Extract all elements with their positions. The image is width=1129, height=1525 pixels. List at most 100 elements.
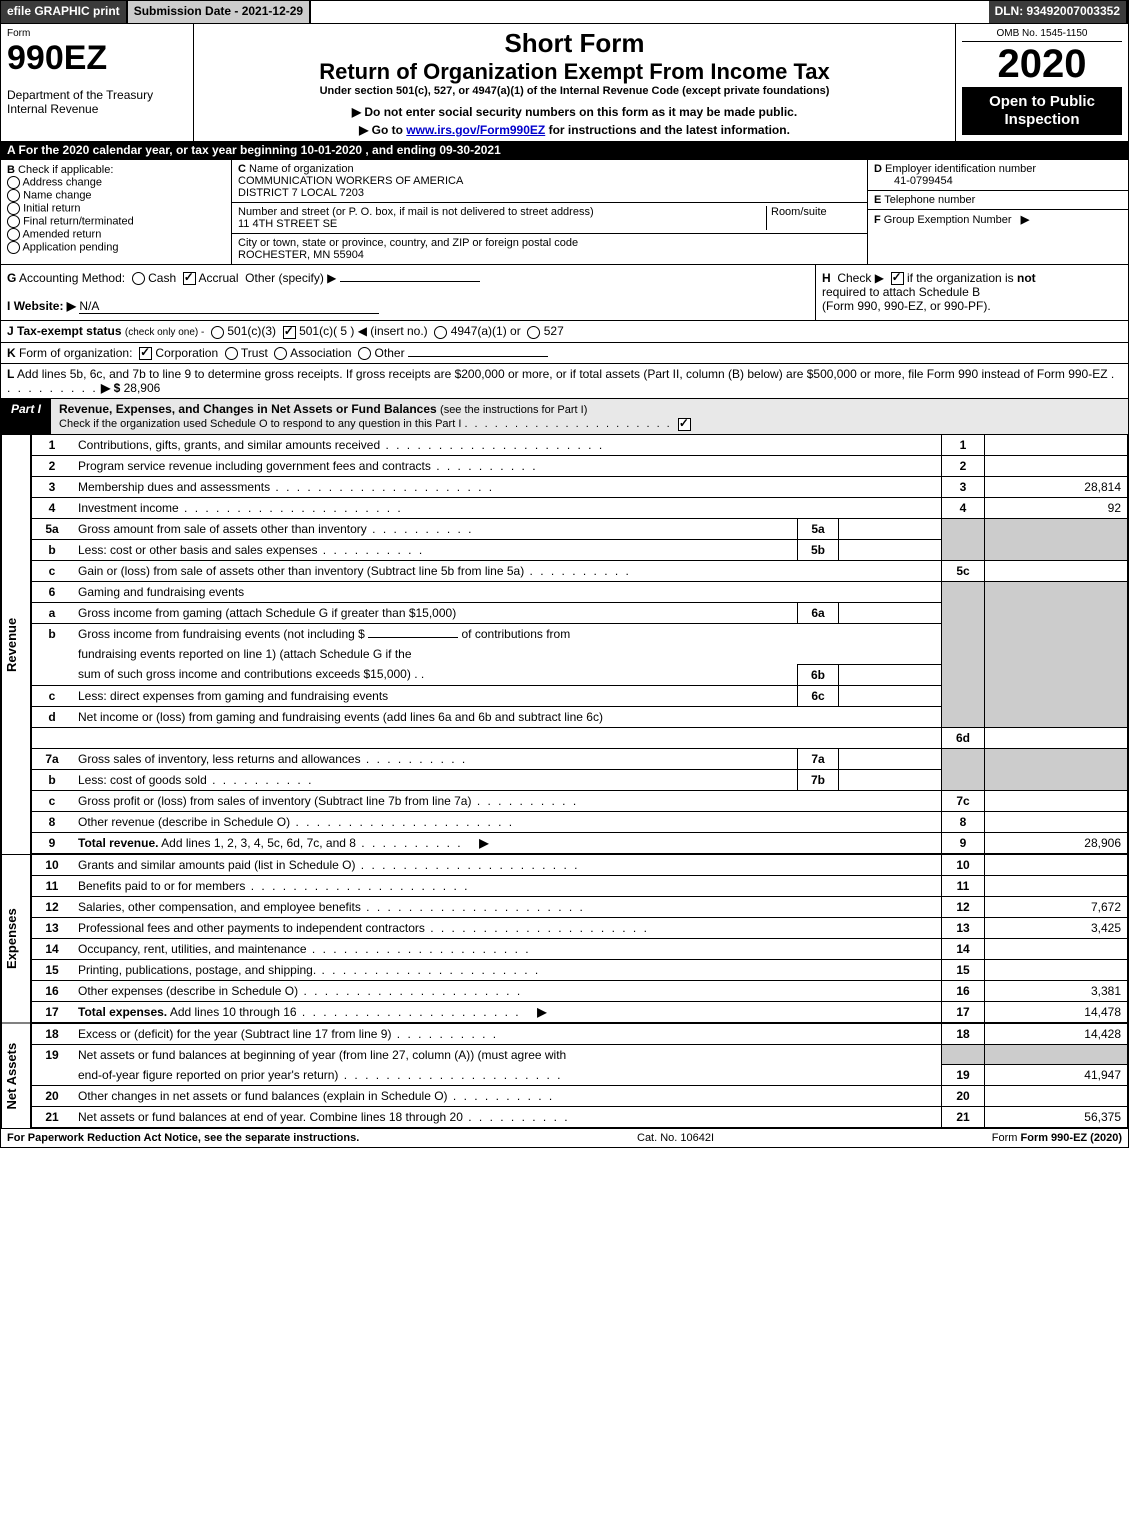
line-6d-rnum: 6d xyxy=(942,727,985,748)
submission-date: Submission Date - 2021-12-29 xyxy=(128,1,311,23)
line-5c-num: c xyxy=(32,560,73,581)
org-name-1: COMMUNICATION WORKERS OF AMERICA xyxy=(238,175,463,187)
line-7c: c Gross profit or (loss) from sales of i… xyxy=(32,790,1128,811)
line-2-desc: Program service revenue including govern… xyxy=(78,459,538,473)
line-17-rnum: 17 xyxy=(942,1001,985,1022)
line-8-val xyxy=(985,811,1128,832)
goto-link[interactable]: www.irs.gov/Form990EZ xyxy=(406,123,545,137)
phone-label: Telephone number xyxy=(884,194,975,206)
header-right: OMB No. 1545-1150 2020 Open to Public In… xyxy=(955,24,1128,141)
line-k-text: Form of organization: xyxy=(19,346,132,360)
line-9-desc2: Add lines 1, 2, 3, 4, 5c, 6d, 7c, and 8 xyxy=(161,836,462,850)
part-1-dots xyxy=(464,418,671,430)
line-18-rnum: 18 xyxy=(942,1023,985,1044)
line-l-value: 28,906 xyxy=(124,381,161,395)
line-17-val: 14,478 xyxy=(985,1001,1128,1022)
line-5a-inum: 5a xyxy=(798,518,839,539)
line-6b-desc3: sum of such gross income and contributio… xyxy=(78,667,411,681)
other-specify-label: Other (specify) ▶ xyxy=(245,271,336,285)
line-5a-desc: Gross amount from sale of assets other t… xyxy=(78,522,474,536)
checkbox-cash[interactable] xyxy=(132,272,145,285)
checkbox-initial-return[interactable] xyxy=(7,202,20,215)
checkbox-501c[interactable] xyxy=(283,326,296,339)
line-h-text3: (Form 990, 990-EZ, or 990-PF). xyxy=(822,299,991,313)
checkbox-corporation[interactable] xyxy=(139,347,152,360)
line-a-band: A For the 2020 calendar year, or tax yea… xyxy=(1,141,1128,159)
part-1-check-text: Check if the organization used Schedule … xyxy=(59,418,461,430)
form-number: 990EZ xyxy=(7,39,187,78)
line-h-label: H xyxy=(822,271,831,285)
checkbox-501c3[interactable] xyxy=(211,326,224,339)
line-18-desc: Excess or (deficit) for the year (Subtra… xyxy=(78,1027,498,1041)
line-l-label: L xyxy=(7,367,14,381)
line-5c-val xyxy=(985,560,1128,581)
line-17-desc: Total expenses. xyxy=(78,1005,167,1019)
line-h-text2: required to attach Schedule B xyxy=(822,285,980,299)
assoc-label: Association xyxy=(290,346,351,360)
line-g-h-row: G Accounting Method: Cash Accrual Other … xyxy=(1,264,1128,320)
checkbox-association[interactable] xyxy=(274,347,287,360)
top-bar: efile GRAPHIC print Submission Date - 20… xyxy=(1,1,1128,23)
line-17-num: 17 xyxy=(32,1001,73,1022)
line-13: 13 Professional fees and other payments … xyxy=(32,917,1128,938)
line-6d-val-row: 6d xyxy=(32,727,1128,748)
tax-year: 2020 xyxy=(962,42,1122,87)
net-assets-label: Net Assets xyxy=(1,1023,31,1129)
line-j-label: J xyxy=(7,324,14,338)
line-21: 21 Net assets or fund balances at end of… xyxy=(32,1107,1128,1128)
checkbox-application-pending[interactable] xyxy=(7,241,20,254)
ein-label: Employer identification number xyxy=(885,163,1036,175)
checkbox-accrual[interactable] xyxy=(183,272,196,285)
line-3-desc: Membership dues and assessments xyxy=(78,480,494,494)
part-1-tab: Part I xyxy=(1,399,51,434)
checkbox-4947[interactable] xyxy=(434,326,447,339)
line-16-desc: Other expenses (describe in Schedule O) xyxy=(78,984,522,998)
line-14-num: 14 xyxy=(32,938,73,959)
line-17-desc2: Add lines 10 through 16 xyxy=(170,1005,521,1019)
dln-label: DLN: 93492007003352 xyxy=(989,1,1128,23)
line-13-desc: Professional fees and other payments to … xyxy=(78,921,649,935)
line-6d-val xyxy=(985,727,1128,748)
expenses-table: 10 Grants and similar amounts paid (list… xyxy=(31,854,1128,1023)
cash-label: Cash xyxy=(148,271,176,285)
line-13-num: 13 xyxy=(32,917,73,938)
line-6d-blank-num xyxy=(32,727,73,748)
checkbox-final-return[interactable] xyxy=(7,215,20,228)
line-20-num: 20 xyxy=(32,1086,73,1107)
checkbox-schedule-o-part1[interactable] xyxy=(678,418,691,431)
line-15-val xyxy=(985,959,1128,980)
website-value: N/A xyxy=(79,299,379,314)
line-5ab-shaded-val xyxy=(985,518,1128,560)
line-14-val xyxy=(985,938,1128,959)
checkbox-schedule-b[interactable] xyxy=(891,272,904,285)
return-title: Return of Organization Exempt From Incom… xyxy=(200,59,949,85)
line-6-shaded-num xyxy=(942,581,985,727)
line-18-val: 14,428 xyxy=(985,1023,1128,1044)
line-12-desc: Salaries, other compensation, and employ… xyxy=(78,900,585,914)
line-l-arrow: ▶ $ xyxy=(101,381,120,395)
line-l: L Add lines 5b, 6c, and 7b to line 9 to … xyxy=(1,363,1128,398)
line-15: 15 Printing, publications, postage, and … xyxy=(32,959,1128,980)
line-19-shaded-num xyxy=(942,1044,985,1065)
line-20-rnum: 20 xyxy=(942,1086,985,1107)
line-k-label: K xyxy=(7,346,16,360)
line-6c-desc: Less: direct expenses from gaming and fu… xyxy=(72,685,798,706)
part-1-title: Revenue, Expenses, and Changes in Net As… xyxy=(59,402,437,416)
checkbox-other-org[interactable] xyxy=(358,347,371,360)
checkbox-address-change[interactable] xyxy=(7,176,20,189)
checkbox-amended-return[interactable] xyxy=(7,228,20,241)
checkbox-527[interactable] xyxy=(527,326,540,339)
line-11: 11 Benefits paid to or for members 11 xyxy=(32,875,1128,896)
line-2-val xyxy=(985,455,1128,476)
line-10-num: 10 xyxy=(32,854,73,875)
opt-501c3: 501(c)(3) xyxy=(227,324,276,338)
line-6a-desc: Gross income from gaming (attach Schedul… xyxy=(72,602,798,623)
line-19-desc: Net assets or fund balances at beginning… xyxy=(72,1044,942,1065)
checkbox-trust[interactable] xyxy=(225,347,238,360)
line-7-shaded-num xyxy=(942,748,985,790)
other-specify-line xyxy=(340,281,480,282)
line-16: 16 Other expenses (describe in Schedule … xyxy=(32,980,1128,1001)
line-9: 9 Total revenue. Add lines 1, 2, 3, 4, 5… xyxy=(32,832,1128,853)
line-8-desc: Other revenue (describe in Schedule O) xyxy=(78,815,514,829)
checkbox-name-change[interactable] xyxy=(7,189,20,202)
